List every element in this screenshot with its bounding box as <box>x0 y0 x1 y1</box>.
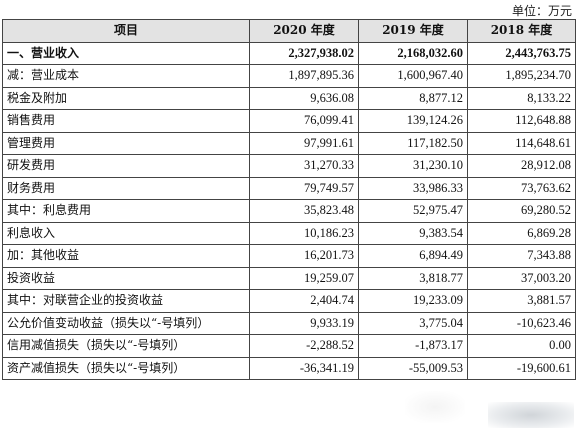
value-2019: 9,383.54 <box>358 221 468 245</box>
table-row: 资产减值损失（损失以“-号填列） -36,341.19 -55,009.53 -19,… <box>2 356 576 380</box>
value-2019: -55,009.53 <box>358 356 468 380</box>
value-2018: 28,912.08 <box>467 154 576 178</box>
table-row: 投资收益 19,259.07 3,818.77 37,003.20 <box>2 266 576 290</box>
table-row: 一、营业收入 2,327,938.02 2,168,032.60 2,443,763.… <box>2 41 576 65</box>
value-2020: 2,404.74 <box>249 289 359 313</box>
value-2020: 1,897,895.36 <box>249 64 359 88</box>
value-2018: -10,623.46 <box>467 311 576 335</box>
row-label: 其中：对联营企业的投资收益 <box>2 289 250 313</box>
value-2020: 79,749.57 <box>249 176 359 200</box>
value-2018: 2,443,763.75 <box>467 41 576 65</box>
value-2018: -19,600.61 <box>467 356 576 380</box>
row-label: 减：营业成本 <box>2 64 250 88</box>
value-2020: 2,327,938.02 <box>249 41 359 65</box>
value-2019: 117,182.50 <box>358 131 468 155</box>
row-label: 信用减值损失（损失以“-号填列） <box>2 334 250 358</box>
value-2020: 19,259.07 <box>249 266 359 290</box>
row-label: 其中：利息费用 <box>2 199 250 223</box>
value-2020: 9,636.08 <box>249 86 359 110</box>
value-2018: 6,869.28 <box>467 221 576 245</box>
value-2019: 1,600,967.40 <box>358 64 468 88</box>
table-row: 加：其他收益 16,201.73 6,894.49 7,343.88 <box>2 244 576 268</box>
row-label: 资产减值损失（损失以“-号填列） <box>2 356 250 380</box>
row-label: 财务费用 <box>2 176 250 200</box>
value-2018: 7,343.88 <box>467 244 576 268</box>
value-2020: 16,201.73 <box>249 244 359 268</box>
table-row: 税金及附加 9,636.08 8,877.12 8,133.22 <box>2 86 576 110</box>
value-2019: 3,818.77 <box>358 266 468 290</box>
table-row: 利息收入 10,186.23 9,383.54 6,869.28 <box>2 221 576 245</box>
value-2020: 76,099.41 <box>249 109 359 133</box>
value-2018: 69,280.52 <box>467 199 576 223</box>
value-2020: 10,186.23 <box>249 221 359 245</box>
table-header: 项目 2020 年度 2019 年度 2018 年度 <box>2 19 576 43</box>
table-row: 研发费用 31,270.33 31,230.10 28,912.08 <box>2 154 576 178</box>
financial-table: 项目 2020 年度 2019 年度 2018 年度 一、营业收入 2,327,9… <box>2 19 576 380</box>
value-2020: 31,270.33 <box>249 154 359 178</box>
table-row: 管理费用 97,991.61 117,182.50 114,648.61 <box>2 131 576 155</box>
value-2018: 112,648.88 <box>467 109 576 133</box>
row-label: 公允价值变动收益（损失以“-号填列） <box>2 311 250 335</box>
row-label: 投资收益 <box>2 266 250 290</box>
value-2019: 3,775.04 <box>358 311 468 335</box>
value-2018: 8,133.22 <box>467 86 576 110</box>
value-2018: 3,881.57 <box>467 289 576 313</box>
column-header-2018: 2018 年度 <box>467 19 576 43</box>
value-2018: 37,003.20 <box>467 266 576 290</box>
row-label: 一、营业收入 <box>2 41 250 65</box>
header-row: 项目 2020 年度 2019 年度 2018 年度 <box>2 19 576 43</box>
row-label: 税金及附加 <box>2 86 250 110</box>
value-2019: -1,873.17 <box>358 334 468 358</box>
table-body: 一、营业收入 2,327,938.02 2,168,032.60 2,443,763.… <box>2 41 576 380</box>
value-2019: 33,986.33 <box>358 176 468 200</box>
value-2019: 6,894.49 <box>358 244 468 268</box>
table-row: 财务费用 79,749.57 33,986.33 73,763.62 <box>2 176 576 200</box>
column-header-item: 项目 <box>2 19 250 43</box>
table-row: 其中：对联营企业的投资收益 2,404.74 19,233.09 3,881.57 <box>2 289 576 313</box>
value-2018: 1,895,234.70 <box>467 64 576 88</box>
value-2019: 2,168,032.60 <box>358 41 468 65</box>
row-label: 加：其他收益 <box>2 244 250 268</box>
value-2018: 114,648.61 <box>467 131 576 155</box>
row-label: 销售费用 <box>2 109 250 133</box>
unit-label: 单位：万元 <box>511 4 572 18</box>
value-2019: 52,975.47 <box>358 199 468 223</box>
column-header-2019: 2019 年度 <box>358 19 468 43</box>
value-2019: 139,124.26 <box>358 109 468 133</box>
value-2019: 31,230.10 <box>358 154 468 178</box>
value-2019: 8,877.12 <box>358 86 468 110</box>
table-row: 其中：利息费用 35,823.48 52,975.47 69,280.52 <box>2 199 576 223</box>
column-header-2020: 2020 年度 <box>249 19 359 43</box>
value-2020: 97,991.61 <box>249 131 359 155</box>
value-2020: 35,823.48 <box>249 199 359 223</box>
table-row: 公允价值变动收益（损失以“-号填列） 9,933.19 3,775.04 -10,62… <box>2 311 576 335</box>
table-row: 销售费用 76,099.41 139,124.26 112,648.88 <box>2 109 576 133</box>
value-2019: 19,233.09 <box>358 289 468 313</box>
row-label: 利息收入 <box>2 221 250 245</box>
row-label: 管理费用 <box>2 131 250 155</box>
row-label: 研发费用 <box>2 154 250 178</box>
value-2020: 9,933.19 <box>249 311 359 335</box>
value-2020: -36,341.19 <box>249 356 359 380</box>
watermark-logo <box>488 402 574 428</box>
table-row: 减：营业成本 1,897,895.36 1,600,967.40 1,895,234.… <box>2 64 576 88</box>
scan-smudge <box>405 391 465 423</box>
table-row: 信用减值损失（损失以“-号填列） -2,288.52 -1,873.17 0.00 <box>2 334 576 358</box>
value-2020: -2,288.52 <box>249 334 359 358</box>
value-2018: 73,763.62 <box>467 176 576 200</box>
value-2018: 0.00 <box>467 334 576 358</box>
